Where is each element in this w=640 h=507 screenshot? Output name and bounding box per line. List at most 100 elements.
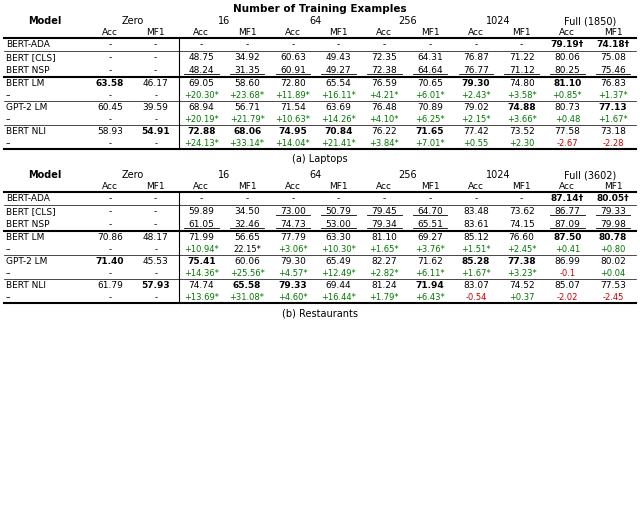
- Text: -: -: [474, 40, 477, 49]
- Text: +2.82*: +2.82*: [369, 269, 399, 278]
- Text: 77.13: 77.13: [599, 103, 627, 112]
- Text: 49.27: 49.27: [326, 66, 351, 75]
- Text: 80.73: 80.73: [554, 103, 580, 112]
- Text: +0.80: +0.80: [600, 245, 626, 254]
- Text: 79.30: 79.30: [461, 79, 490, 88]
- Text: 32.46: 32.46: [234, 220, 260, 229]
- Text: BERT-ADA: BERT-ADA: [6, 194, 50, 203]
- Text: 71.54: 71.54: [280, 103, 306, 112]
- Text: 69.27: 69.27: [417, 233, 443, 242]
- Text: 74.52: 74.52: [509, 281, 534, 290]
- Text: MF1: MF1: [330, 28, 348, 37]
- Text: +3.06*: +3.06*: [278, 245, 308, 254]
- Text: +14.04*: +14.04*: [275, 139, 310, 148]
- Text: 79.33: 79.33: [600, 207, 626, 216]
- Text: -: -: [154, 115, 157, 124]
- Text: 68.06: 68.06: [233, 127, 261, 136]
- Text: 74.95: 74.95: [278, 127, 307, 136]
- Text: -: -: [108, 66, 111, 75]
- Text: 83.61: 83.61: [463, 220, 489, 229]
- Text: -2.02: -2.02: [557, 293, 578, 302]
- Text: BERT [CLS]: BERT [CLS]: [6, 53, 56, 62]
- Text: -: -: [154, 91, 157, 100]
- Text: 60.91: 60.91: [280, 66, 306, 75]
- Text: 79.98: 79.98: [600, 220, 626, 229]
- Text: 74.73: 74.73: [280, 220, 306, 229]
- Text: 74.88: 74.88: [508, 103, 536, 112]
- Text: 77.38: 77.38: [508, 257, 536, 266]
- Text: 81.24: 81.24: [372, 281, 397, 290]
- Text: 16: 16: [218, 170, 230, 180]
- Text: +3.76*: +3.76*: [415, 245, 445, 254]
- Text: 71.99: 71.99: [188, 233, 214, 242]
- Text: 56.71: 56.71: [234, 103, 260, 112]
- Text: 72.38: 72.38: [371, 66, 397, 75]
- Text: 54.91: 54.91: [141, 127, 170, 136]
- Text: -2.45: -2.45: [602, 293, 624, 302]
- Text: 74.18†: 74.18†: [596, 40, 630, 49]
- Text: +4.10*: +4.10*: [370, 115, 399, 124]
- Text: -: -: [200, 194, 203, 203]
- Text: 75.41: 75.41: [187, 257, 216, 266]
- Text: 86.99: 86.99: [554, 257, 580, 266]
- Text: 80.05†: 80.05†: [597, 194, 629, 203]
- Text: +6.11*: +6.11*: [415, 269, 445, 278]
- Text: 71.40: 71.40: [95, 257, 124, 266]
- Text: +33.14*: +33.14*: [230, 139, 264, 148]
- Text: 71.22: 71.22: [509, 53, 534, 62]
- Text: Acc: Acc: [376, 182, 392, 191]
- Text: +31.08*: +31.08*: [230, 293, 264, 302]
- Text: -: -: [200, 40, 203, 49]
- Text: Acc: Acc: [468, 28, 484, 37]
- Text: 1024: 1024: [486, 170, 511, 180]
- Text: -: -: [383, 40, 386, 49]
- Text: 79.30: 79.30: [280, 257, 306, 266]
- Text: 50.79: 50.79: [326, 207, 351, 216]
- Text: -: -: [429, 40, 432, 49]
- Text: +1.37*: +1.37*: [598, 91, 628, 100]
- Text: 80.78: 80.78: [599, 233, 627, 242]
- Text: -: -: [337, 194, 340, 203]
- Text: MF1: MF1: [238, 182, 257, 191]
- Text: -: -: [154, 40, 157, 49]
- Text: +4.60*: +4.60*: [278, 293, 308, 302]
- Text: 83.07: 83.07: [463, 281, 489, 290]
- Text: -: -: [108, 91, 111, 100]
- Text: 76.87: 76.87: [463, 53, 489, 62]
- Text: (b) Restaurants: (b) Restaurants: [282, 308, 358, 318]
- Text: –: –: [6, 115, 10, 124]
- Text: Full (1850): Full (1850): [564, 16, 616, 26]
- Text: +6.01*: +6.01*: [415, 91, 445, 100]
- Text: +3.84*: +3.84*: [369, 139, 399, 148]
- Text: MF1: MF1: [512, 182, 531, 191]
- Text: 79.33: 79.33: [278, 281, 307, 290]
- Text: 39.59: 39.59: [143, 103, 168, 112]
- Text: –: –: [6, 293, 10, 302]
- Text: Model: Model: [28, 170, 61, 180]
- Text: +20.30*: +20.30*: [184, 91, 219, 100]
- Text: 77.53: 77.53: [600, 281, 626, 290]
- Text: -: -: [154, 53, 157, 62]
- Text: -: -: [246, 40, 249, 49]
- Text: 77.58: 77.58: [554, 127, 580, 136]
- Text: +21.79*: +21.79*: [230, 115, 264, 124]
- Text: +12.49*: +12.49*: [321, 269, 356, 278]
- Text: 58.93: 58.93: [97, 127, 123, 136]
- Text: -: -: [154, 245, 157, 254]
- Text: 72.88: 72.88: [187, 127, 216, 136]
- Text: -: -: [154, 194, 157, 203]
- Text: -: -: [108, 220, 111, 229]
- Text: +1.51*: +1.51*: [461, 245, 491, 254]
- Text: 34.92: 34.92: [234, 53, 260, 62]
- Text: -: -: [154, 139, 157, 148]
- Text: +24.13*: +24.13*: [184, 139, 219, 148]
- Text: 70.84: 70.84: [324, 127, 353, 136]
- Text: 79.34: 79.34: [371, 220, 397, 229]
- Text: 65.54: 65.54: [326, 79, 351, 88]
- Text: 60.63: 60.63: [280, 53, 306, 62]
- Text: MF1: MF1: [512, 28, 531, 37]
- Text: 77.42: 77.42: [463, 127, 489, 136]
- Text: 79.02: 79.02: [463, 103, 489, 112]
- Text: 70.86: 70.86: [97, 233, 123, 242]
- Text: 76.22: 76.22: [372, 127, 397, 136]
